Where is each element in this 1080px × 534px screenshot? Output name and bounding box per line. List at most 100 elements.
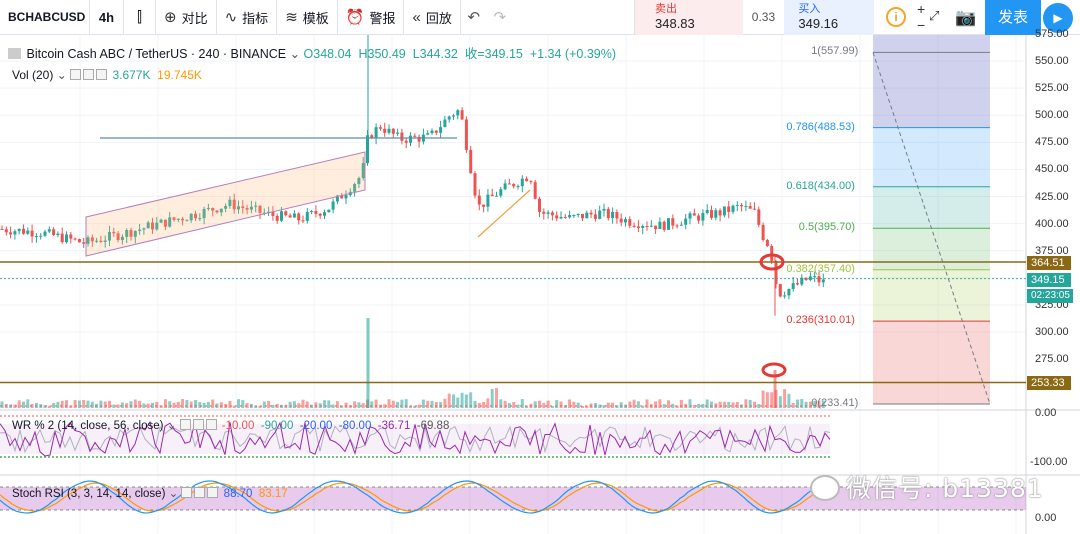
volume-bar: [662, 404, 666, 408]
candle-body: [581, 213, 584, 219]
candle-body: [404, 140, 408, 143]
spread-value: 0.33: [751, 10, 776, 24]
volume-bar: [155, 401, 159, 408]
volume-bar: [538, 400, 541, 408]
close-icon[interactable]: [207, 487, 219, 498]
stoch-rsi-pane: [0, 480, 1026, 514]
volume-bar: [228, 400, 232, 408]
volume-bar: [718, 401, 722, 408]
settings-icon[interactable]: [192, 419, 204, 430]
undo-button[interactable]: ↶: [461, 0, 487, 35]
settings-icon[interactable]: [83, 69, 95, 80]
candle-body: [593, 214, 597, 219]
price-axis-tick: 300.00: [1035, 325, 1069, 338]
info-icon[interactable]: i: [886, 7, 906, 27]
candle-body: [396, 132, 400, 134]
volume-bar: [194, 400, 197, 408]
settings-icon[interactable]: [194, 487, 206, 498]
volume-bar: [331, 404, 335, 408]
candle-body: [688, 213, 692, 219]
publish-button[interactable]: 发表: [985, 0, 1041, 35]
candle-body: [813, 276, 817, 278]
visibility-icon[interactable]: [179, 419, 191, 430]
buy-button[interactable]: 买入 349.16: [784, 0, 874, 35]
close-icon[interactable]: [205, 419, 217, 430]
volume-bar: [533, 401, 537, 408]
volume-bar: [773, 370, 777, 408]
last-price-tag: 349.15: [1027, 273, 1071, 287]
fullscreen-icon[interactable]: ⤢: [929, 8, 940, 23]
candle-body: [116, 233, 120, 241]
redo-button[interactable]: ↷: [487, 0, 513, 35]
visibility-icon[interactable]: [70, 69, 82, 80]
indicators-button[interactable]: ∿ 指标: [217, 0, 278, 35]
chart-style-button[interactable]: ⫿: [124, 0, 156, 35]
volume-bar: [146, 403, 150, 408]
interval-selector[interactable]: 4h: [90, 0, 124, 35]
zoom-out-icon[interactable]: −: [917, 17, 926, 33]
replay-label: 回放: [425, 10, 452, 26]
wr-axis-bottom: -100.00: [1030, 456, 1068, 468]
volume-bar: [817, 400, 821, 408]
price-axis-tick: 400.00: [1035, 217, 1069, 230]
compare-button[interactable]: ⊕ 对比: [156, 0, 217, 35]
sell-price: 348.83: [655, 16, 695, 31]
price-axis-tick: 500.00: [1035, 109, 1069, 122]
chevron-down-icon[interactable]: ⌄: [289, 47, 301, 61]
volume-bar: [409, 405, 412, 408]
volume-bar: [783, 389, 787, 408]
volume-bar: [572, 401, 576, 408]
price-axis-tick: 550.00: [1035, 55, 1069, 68]
symbol-title: Bitcoin Cash ABC / TetherUS · 240 · BINA…: [26, 47, 287, 61]
candle-body: [301, 220, 305, 222]
volume-bar: [69, 405, 73, 408]
candle-body: [43, 231, 47, 236]
camera-icon[interactable]: 📷: [955, 7, 977, 27]
zoom-in-icon[interactable]: +: [917, 1, 926, 17]
price-chart[interactable]: [0, 35, 1080, 534]
candle-body: [258, 205, 262, 213]
candle-body: [495, 195, 498, 197]
candle-body: [426, 133, 430, 135]
volume-bar: [495, 388, 498, 408]
price-axis-tick: 475.00: [1035, 136, 1069, 149]
volume-bar: [103, 401, 107, 408]
candle-body: [142, 228, 146, 230]
visibility-icon[interactable]: [181, 487, 193, 498]
stoch-band: [0, 487, 1026, 510]
alert-button[interactable]: ⏰ 警报: [338, 0, 405, 35]
volume-bar: [267, 400, 271, 408]
volume-bar: [374, 399, 378, 408]
candle-body: [65, 234, 68, 243]
candle-body: [477, 195, 481, 205]
play-icon[interactable]: ▶: [1043, 3, 1073, 33]
candle-body: [374, 127, 378, 138]
volume-bar: [546, 400, 550, 408]
symbol-search[interactable]: BCHABCUSD: [0, 0, 90, 35]
candle-body: [370, 135, 374, 138]
candle-body: [817, 276, 821, 283]
replay-button[interactable]: « 回放: [404, 0, 461, 35]
close-icon[interactable]: [96, 69, 108, 80]
candle-body: [69, 234, 73, 239]
candle-body: [314, 211, 318, 214]
fib-level-label: 1(557.99): [811, 45, 859, 58]
candle-body: [649, 225, 653, 227]
sell-button[interactable]: 卖出 348.83: [635, 0, 743, 35]
candle-body: [181, 218, 185, 221]
volume-bar: [439, 402, 443, 408]
volume-bar: [447, 393, 451, 408]
volume-bar: [297, 403, 301, 408]
volume-bar: [787, 393, 791, 408]
volume-bar: [129, 401, 133, 408]
chevron-down-icon[interactable]: ⌄: [166, 420, 177, 432]
candlestick-icon: ⫿: [137, 8, 142, 26]
volume-bar: [675, 405, 679, 408]
candle-body: [194, 213, 197, 219]
templates-button[interactable]: ≋ 模板: [277, 0, 338, 35]
candle-body: [146, 222, 150, 229]
volume-bar: [86, 400, 90, 408]
volume-bar: [65, 400, 68, 408]
chevron-down-icon[interactable]: ⌄: [56, 68, 67, 82]
chevron-down-icon[interactable]: ⌄: [168, 488, 179, 500]
